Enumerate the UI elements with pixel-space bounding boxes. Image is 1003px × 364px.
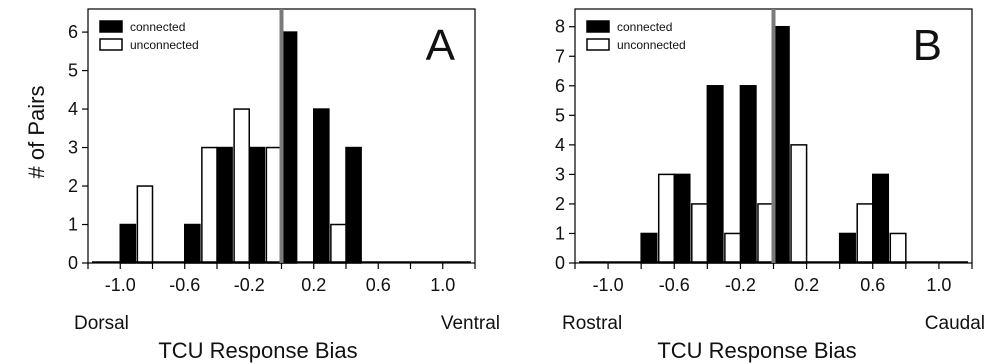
bar-unconnected [757, 203, 775, 264]
x-tick-label: 0.2 [301, 275, 326, 295]
legend-label: connected [617, 20, 672, 34]
bar-unconnected [856, 203, 874, 264]
y-tick-label: 5 [555, 105, 565, 125]
x-tick-label: -0.6 [169, 275, 200, 295]
x-tick-label: -0.2 [234, 275, 265, 295]
bar-unconnected [330, 223, 347, 264]
x-tick-label: -0.6 [659, 275, 690, 295]
bar-connected [280, 31, 298, 264]
y-tick-label: 0 [68, 253, 78, 273]
x-tick-label: 0.2 [794, 275, 819, 295]
x-axis-title: TCU Response Bias [158, 338, 357, 363]
bar-unconnected [265, 146, 283, 264]
y-tick-label: 4 [68, 99, 78, 119]
bar-unconnected [136, 185, 154, 264]
bar-unconnected [657, 173, 675, 264]
x-end-label-left: Rostral [562, 313, 622, 334]
bar-connected [345, 146, 362, 264]
bar-connected [838, 232, 856, 264]
y-tick-label: 2 [555, 194, 565, 214]
legend-swatch [586, 38, 610, 51]
y-axis-title: # of Pairs [24, 86, 49, 179]
x-tick-label: 1.0 [926, 275, 951, 295]
y-tick-label: 5 [68, 61, 78, 81]
bar-connected [184, 223, 201, 264]
legend-label: connected [130, 20, 185, 34]
bar-connected [673, 173, 691, 264]
panel-letter: B [913, 21, 942, 70]
y-tick-label: 7 [555, 46, 565, 66]
y-tick-label: 8 [555, 17, 565, 37]
y-tick-label: 1 [68, 215, 78, 235]
bar-unconnected [790, 144, 808, 264]
x-end-label-right: Caudal [925, 313, 985, 334]
panel-b: 0 1 2 3 4 5 6 7 8 -1.0 -0.6 -0.2 0.2 0.6 1.0 Rostral Cau… [555, 8, 985, 363]
bar-connected [119, 223, 137, 264]
y-tick-label: 3 [68, 138, 78, 158]
y-tick-label: 1 [555, 223, 565, 243]
bar-connected [640, 232, 658, 264]
bar-connected [313, 108, 330, 264]
legend-label: unconnected [130, 38, 199, 52]
bar-unconnected [691, 203, 709, 264]
legend-swatch [99, 20, 123, 33]
panel-letter: A [426, 21, 456, 70]
x-tick-label: 1.0 [430, 275, 455, 295]
y-tick-label: 3 [555, 164, 565, 184]
bar-connected [872, 173, 890, 264]
bar-connected [216, 146, 233, 264]
bar-unconnected [889, 232, 907, 264]
x-tick-label: -0.2 [725, 275, 756, 295]
bar-connected [739, 85, 757, 264]
legend-swatch [586, 20, 610, 33]
panel-a: 0 1 2 3 4 5 6 -1.0 -0.6 -0.2 0.2 0.6 1.0 Dorsal Ventra… [68, 8, 500, 363]
bar-unconnected [201, 146, 218, 264]
y-tick-label: 6 [68, 22, 78, 42]
x-tick-label: -1.0 [593, 275, 624, 295]
x-end-label-left: Dorsal [74, 313, 129, 334]
bar-connected [706, 85, 724, 264]
y-tick-label: 2 [68, 176, 78, 196]
x-tick-label: 0.6 [366, 275, 391, 295]
y-tick-label: 0 [555, 253, 565, 273]
legend-label: unconnected [617, 38, 686, 52]
y-tick-label: 4 [555, 135, 565, 155]
x-tick-label: 0.6 [860, 275, 885, 295]
bar-unconnected [724, 232, 742, 264]
legend-swatch [99, 38, 123, 51]
bar-connected [772, 25, 790, 264]
x-axis-title: TCU Response Bias [657, 338, 856, 363]
x-end-label-right: Ventral [441, 313, 500, 334]
x-tick-label: -1.0 [105, 275, 136, 295]
bar-unconnected [233, 108, 250, 264]
bar-connected [248, 146, 266, 264]
y-tick-label: 6 [555, 76, 565, 96]
